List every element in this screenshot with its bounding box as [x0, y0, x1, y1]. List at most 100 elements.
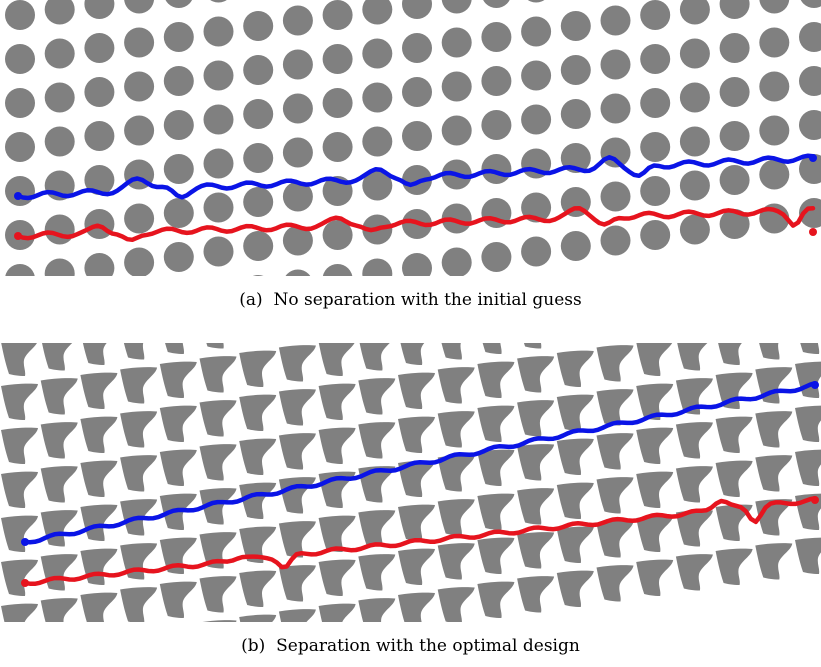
obstacle	[124, 0, 155, 14]
obstacle	[481, 22, 512, 52]
caption-a: (a) No separation with the initial guess	[0, 290, 821, 310]
obstacle	[278, 477, 316, 514]
obstacle	[719, 209, 750, 239]
obstacle	[441, 71, 472, 102]
obstacle	[124, 71, 155, 102]
obstacle	[165, 0, 193, 8]
obstacle	[521, 236, 552, 267]
trajectory-upper	[22, 380, 818, 545]
obstacle	[239, 570, 277, 607]
panel-a-plot	[5, 0, 821, 276]
obstacle	[199, 400, 237, 437]
obstacle	[600, 225, 631, 256]
obstacle	[44, 38, 75, 69]
obstacle	[362, 126, 393, 157]
obstacle	[755, 411, 793, 448]
obstacle	[40, 510, 78, 547]
obstacle	[759, 0, 790, 14]
obstacle	[5, 264, 35, 276]
caption-b: (b) Separation with the optimal design	[0, 636, 821, 656]
obstacle	[596, 565, 634, 602]
obstacle	[124, 247, 155, 276]
panel-b-plot	[1, 343, 821, 622]
obstacle	[441, 115, 472, 146]
obstacle	[44, 0, 75, 25]
obstacle	[437, 543, 475, 580]
obstacle	[560, 11, 591, 41]
obstacle	[44, 258, 75, 276]
obstacle	[437, 499, 475, 536]
obstacle	[636, 559, 674, 596]
obstacle	[84, 121, 115, 151]
obstacle	[1, 343, 38, 376]
caption-a-text: No separation with the initial guess	[273, 290, 582, 310]
obstacle	[521, 60, 552, 91]
obstacle	[80, 460, 118, 497]
obstacle	[1, 515, 38, 552]
obstacle	[163, 242, 194, 272]
obstacle	[84, 77, 115, 107]
obstacle	[402, 121, 432, 151]
obstacle	[477, 537, 515, 574]
obstacle	[358, 510, 396, 547]
obstacle	[679, 126, 710, 157]
obstacle	[799, 66, 821, 96]
trajectory-lower	[15, 205, 816, 243]
obstacle	[437, 411, 475, 448]
obstacle	[402, 165, 432, 195]
trajectory-endpoint	[21, 579, 29, 587]
obstacle	[322, 132, 353, 162]
obstacle	[755, 543, 793, 580]
obstacle	[517, 532, 555, 569]
obstacle	[282, 181, 313, 212]
obstacle	[517, 356, 555, 393]
obstacle	[362, 258, 393, 276]
obstacle	[795, 449, 821, 486]
obstacle	[44, 126, 75, 157]
obstacle	[636, 427, 674, 464]
obstacle	[799, 22, 821, 52]
obstacle	[199, 343, 237, 349]
obstacle	[719, 165, 750, 195]
obstacle	[715, 343, 753, 365]
obstacle	[199, 576, 237, 613]
obstacle	[80, 343, 118, 365]
obstacle	[759, 71, 790, 102]
obstacle	[120, 343, 158, 360]
obstacle	[517, 444, 555, 481]
obstacle	[159, 405, 197, 442]
obstacle	[402, 33, 432, 63]
obstacle	[318, 559, 356, 596]
obstacle	[40, 422, 78, 459]
obstacle	[600, 93, 631, 124]
obstacle	[5, 88, 35, 118]
obstacle	[759, 115, 790, 146]
obstacle	[252, 275, 264, 276]
obstacle	[441, 27, 472, 58]
obstacle	[596, 389, 634, 426]
obstacle	[40, 598, 78, 622]
obstacle-array	[5, 0, 821, 276]
obstacle	[124, 27, 155, 58]
trajectory-endpoint	[14, 232, 22, 240]
obstacle	[402, 0, 432, 19]
obstacle	[278, 609, 316, 622]
obstacle	[719, 77, 750, 107]
obstacle	[517, 488, 555, 525]
obstacle	[517, 400, 555, 437]
obstacle	[1, 427, 38, 464]
obstacle	[600, 181, 631, 212]
obstacle	[640, 44, 671, 74]
obstacle	[521, 104, 552, 135]
obstacle	[679, 170, 710, 201]
trajectory-endpoint	[809, 154, 817, 162]
obstacle	[5, 0, 35, 30]
obstacle	[640, 220, 671, 250]
obstacle	[80, 548, 118, 585]
obstacle	[795, 343, 821, 354]
caption-a-tag: (a)	[239, 290, 263, 310]
obstacle	[719, 0, 750, 19]
obstacle	[120, 455, 158, 492]
trajectory-endpoint	[21, 538, 29, 546]
obstacle	[318, 383, 356, 420]
